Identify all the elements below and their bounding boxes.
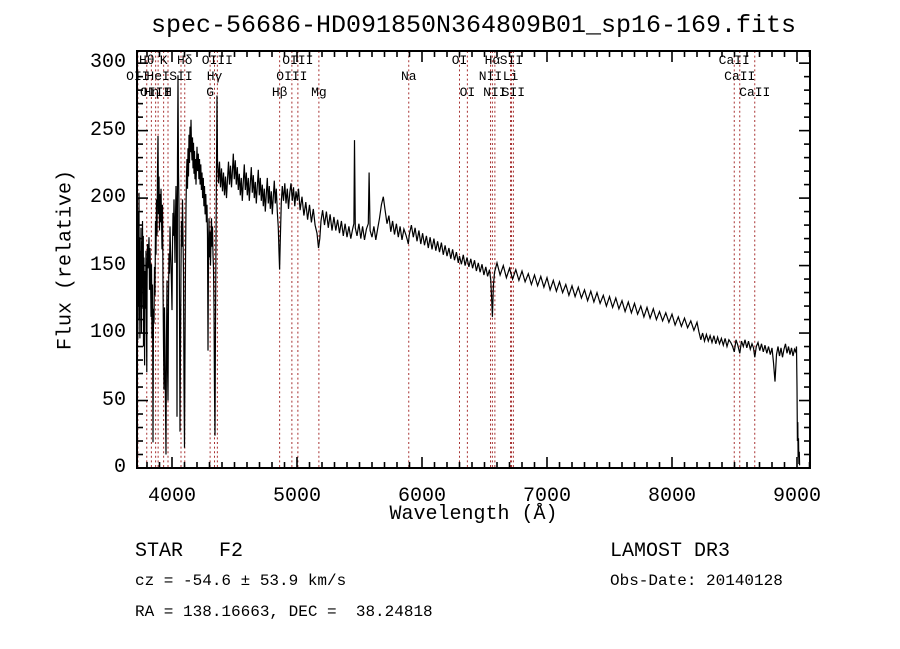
x-tick-label: 8000 xyxy=(647,485,697,508)
y-tick-label: 100 xyxy=(89,321,126,345)
spectral-line-label: OII xyxy=(126,69,150,84)
obsdate-text: Obs-Date: 20140128 xyxy=(610,572,783,590)
spectral-line-label: OI xyxy=(451,53,468,68)
x-tick-label: 9000 xyxy=(772,485,822,508)
spectral-line-label: OIII xyxy=(140,85,172,100)
classification-text: STAR F2 xyxy=(135,540,244,563)
spectral-line-label: G xyxy=(206,85,215,100)
x-tick-label: 5000 xyxy=(272,485,322,508)
spectral-line-label: OIII xyxy=(201,53,233,68)
plot-frame xyxy=(136,50,811,469)
spectral-line-label: OIII xyxy=(282,53,314,68)
spectral-line-label: NII xyxy=(478,69,503,84)
y-tick-label: 300 xyxy=(89,51,126,75)
x-tick-label: 7000 xyxy=(522,485,572,508)
spectral-line-label: SII xyxy=(169,69,193,84)
spectral-line-label: Li xyxy=(502,69,519,84)
spectral-line-label: OI xyxy=(459,85,476,100)
spectrum-curve xyxy=(136,75,801,466)
survey-text: LAMOST DR3 xyxy=(610,540,731,563)
spectral-line-label: SII xyxy=(501,85,526,100)
spectral-line-label: Hβ xyxy=(271,85,288,100)
spectral-line-label: Mg xyxy=(311,85,327,100)
x-tick-label: 6000 xyxy=(397,485,447,508)
y-tick-label: 200 xyxy=(89,186,126,210)
spectral-line-label: CaII xyxy=(739,85,771,100)
cz-text: cz = -54.6 ± 53.9 km/s xyxy=(135,572,347,590)
y-tick-label: 50 xyxy=(101,388,126,412)
spectral-line-label: Hα xyxy=(484,53,501,68)
spectral-line-label: Hθ xyxy=(138,53,155,68)
spectral-line-label: H xyxy=(164,85,172,100)
spectral-line-label: CaII xyxy=(718,53,750,68)
spectral-line-label: NII xyxy=(483,85,507,100)
spectral-line-label: CaII xyxy=(724,69,756,84)
y-tick-label: 150 xyxy=(89,253,126,277)
x-tick-label: 4000 xyxy=(147,485,197,508)
y-tick-label: 250 xyxy=(89,118,126,142)
spectral-line-label: Na xyxy=(400,69,417,84)
spectral-line-label: Hη xyxy=(143,85,160,100)
spectral-line-label: Hγ xyxy=(206,69,223,84)
spectral-line-label: SII xyxy=(499,53,524,68)
wavelength-axis-label: Wavelength (Å) xyxy=(389,503,558,526)
spectral-line-label: OIII xyxy=(276,69,308,84)
spectral-line-label: K xyxy=(159,53,168,68)
spectral-line-label: HeI xyxy=(146,69,170,84)
radec-text: RA = 138.16663, DEC = 38.24818 xyxy=(135,603,433,621)
spectral-line-label: Hδ xyxy=(176,53,193,68)
plot-title: spec-56686-HD091850N364809B01_sp16-169.f… xyxy=(150,11,797,40)
y-tick-label: 0 xyxy=(113,456,126,479)
